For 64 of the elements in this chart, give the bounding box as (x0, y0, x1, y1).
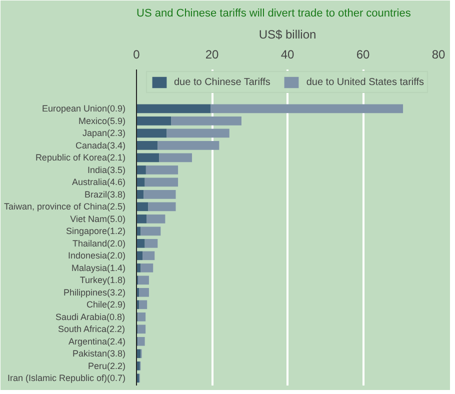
y-tick-label: Argentina(2.4) (68, 336, 126, 346)
bar (136, 361, 140, 370)
y-tick-label: Turkey(1.8) (80, 275, 126, 286)
y-tick-label: Singapore(1.2) (66, 226, 126, 236)
y-tick-label: Viet Nam(5.0) (70, 214, 126, 224)
legend-label: due to Chinese Tariffs (174, 76, 270, 88)
x-tick-label: 60 (356, 48, 370, 62)
bar (136, 166, 146, 174)
bar (136, 153, 160, 162)
x-tick-label: 20 (205, 48, 219, 62)
bar (140, 226, 161, 236)
x-tick-label: 80 (432, 48, 446, 62)
bar (136, 116, 172, 126)
y-tick-label: Pakistan(3.8) (72, 348, 126, 359)
y-tick-label: Chile(2.9) (86, 300, 126, 310)
bar (136, 104, 210, 114)
x-tick-label: 40 (280, 48, 294, 62)
x-tick-label: 0 (133, 48, 140, 62)
bar (138, 276, 149, 285)
y-tick-label: Brazil(3.8) (84, 189, 126, 200)
y-tick-label: Thailand(2.0) (72, 238, 126, 248)
y-tick-label: Peru(2.2) (88, 360, 126, 371)
bar (171, 116, 242, 126)
y-tick-label: Taiwan, province of China(2.5) (4, 202, 126, 212)
bar (138, 337, 145, 346)
bar (166, 128, 230, 138)
bar (144, 178, 178, 187)
bar (210, 104, 404, 114)
bar (136, 141, 158, 150)
bar (140, 264, 154, 272)
bar (136, 128, 167, 138)
y-tick-label: Australia(4.6) (72, 177, 126, 188)
bar (136, 239, 145, 248)
legend-label: due to United States tariffs (306, 76, 424, 88)
y-tick-label: Japan(2.3) (82, 128, 126, 138)
bar (138, 312, 146, 322)
bar (159, 153, 192, 162)
y-tick-label: South Africa(2.2) (58, 324, 126, 334)
y-tick-label: European Union(0.9) (42, 104, 126, 114)
y-tick-label: Malaysia(1.4) (71, 262, 126, 273)
y-tick-label: Mexico(5.9) (78, 116, 126, 126)
bar (146, 166, 178, 174)
y-tick-label: Indonesia(2.0) (68, 250, 126, 261)
bar (136, 202, 148, 212)
bar (136, 190, 144, 199)
y-tick-label: Iran (Islamic Republic of)(0.7) (7, 373, 126, 384)
y-tick-label: India(3.5) (87, 164, 126, 175)
chart-title: US and Chinese tariffs will divert trade to other countries (136, 8, 412, 20)
bar (158, 141, 220, 150)
y-tick-label: Republic of Korea(2.1) (35, 152, 126, 163)
bar (136, 178, 145, 187)
bar (144, 190, 176, 199)
bar (142, 251, 155, 260)
y-tick-label: Philippines(3.2) (63, 287, 126, 298)
bar (146, 214, 166, 224)
bar (148, 202, 176, 212)
y-tick-label: Canada(3.4) (75, 140, 126, 150)
bar (138, 324, 146, 334)
bar (139, 300, 148, 310)
bar (144, 239, 158, 248)
x-axis-title: US$ billion (258, 28, 316, 42)
bar (136, 214, 147, 224)
bar (139, 288, 149, 297)
y-tick-label: Saudi Arabia(0.8) (55, 312, 126, 322)
